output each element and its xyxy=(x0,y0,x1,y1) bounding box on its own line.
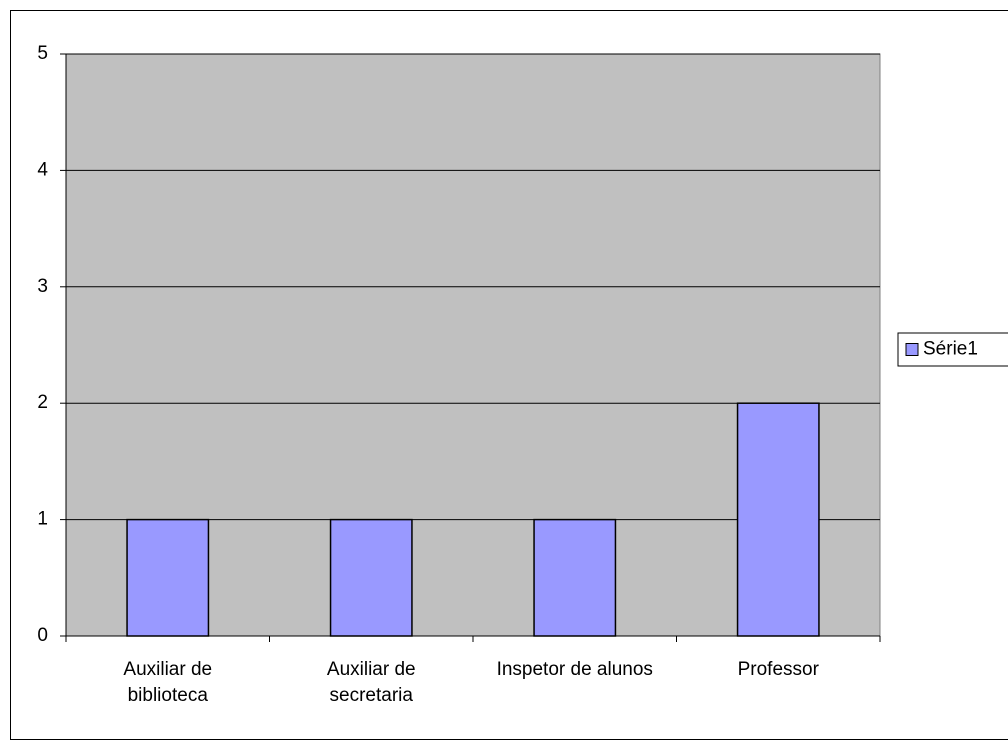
y-tick-label: 5 xyxy=(37,43,48,64)
legend-box xyxy=(897,332,1008,367)
bar xyxy=(533,518,617,637)
y-tick-label: 1 xyxy=(37,509,48,530)
bar xyxy=(736,402,820,637)
y-tick-label: 4 xyxy=(37,159,48,180)
y-tick-label: 2 xyxy=(37,392,48,413)
y-tick-label: 3 xyxy=(37,276,48,297)
x-tick-label: Auxiliar de secretaria xyxy=(326,659,416,706)
x-tick-label: Professor xyxy=(737,659,819,680)
bar xyxy=(329,518,413,637)
legend-swatch xyxy=(905,343,919,356)
x-tick-label: Inspetor de alunos xyxy=(496,659,653,680)
legend-label: Série1 xyxy=(923,339,978,360)
y-tick-label: 0 xyxy=(37,625,48,646)
bar xyxy=(126,518,210,637)
x-tick-label: Auxiliar de biblioteca xyxy=(123,659,213,706)
